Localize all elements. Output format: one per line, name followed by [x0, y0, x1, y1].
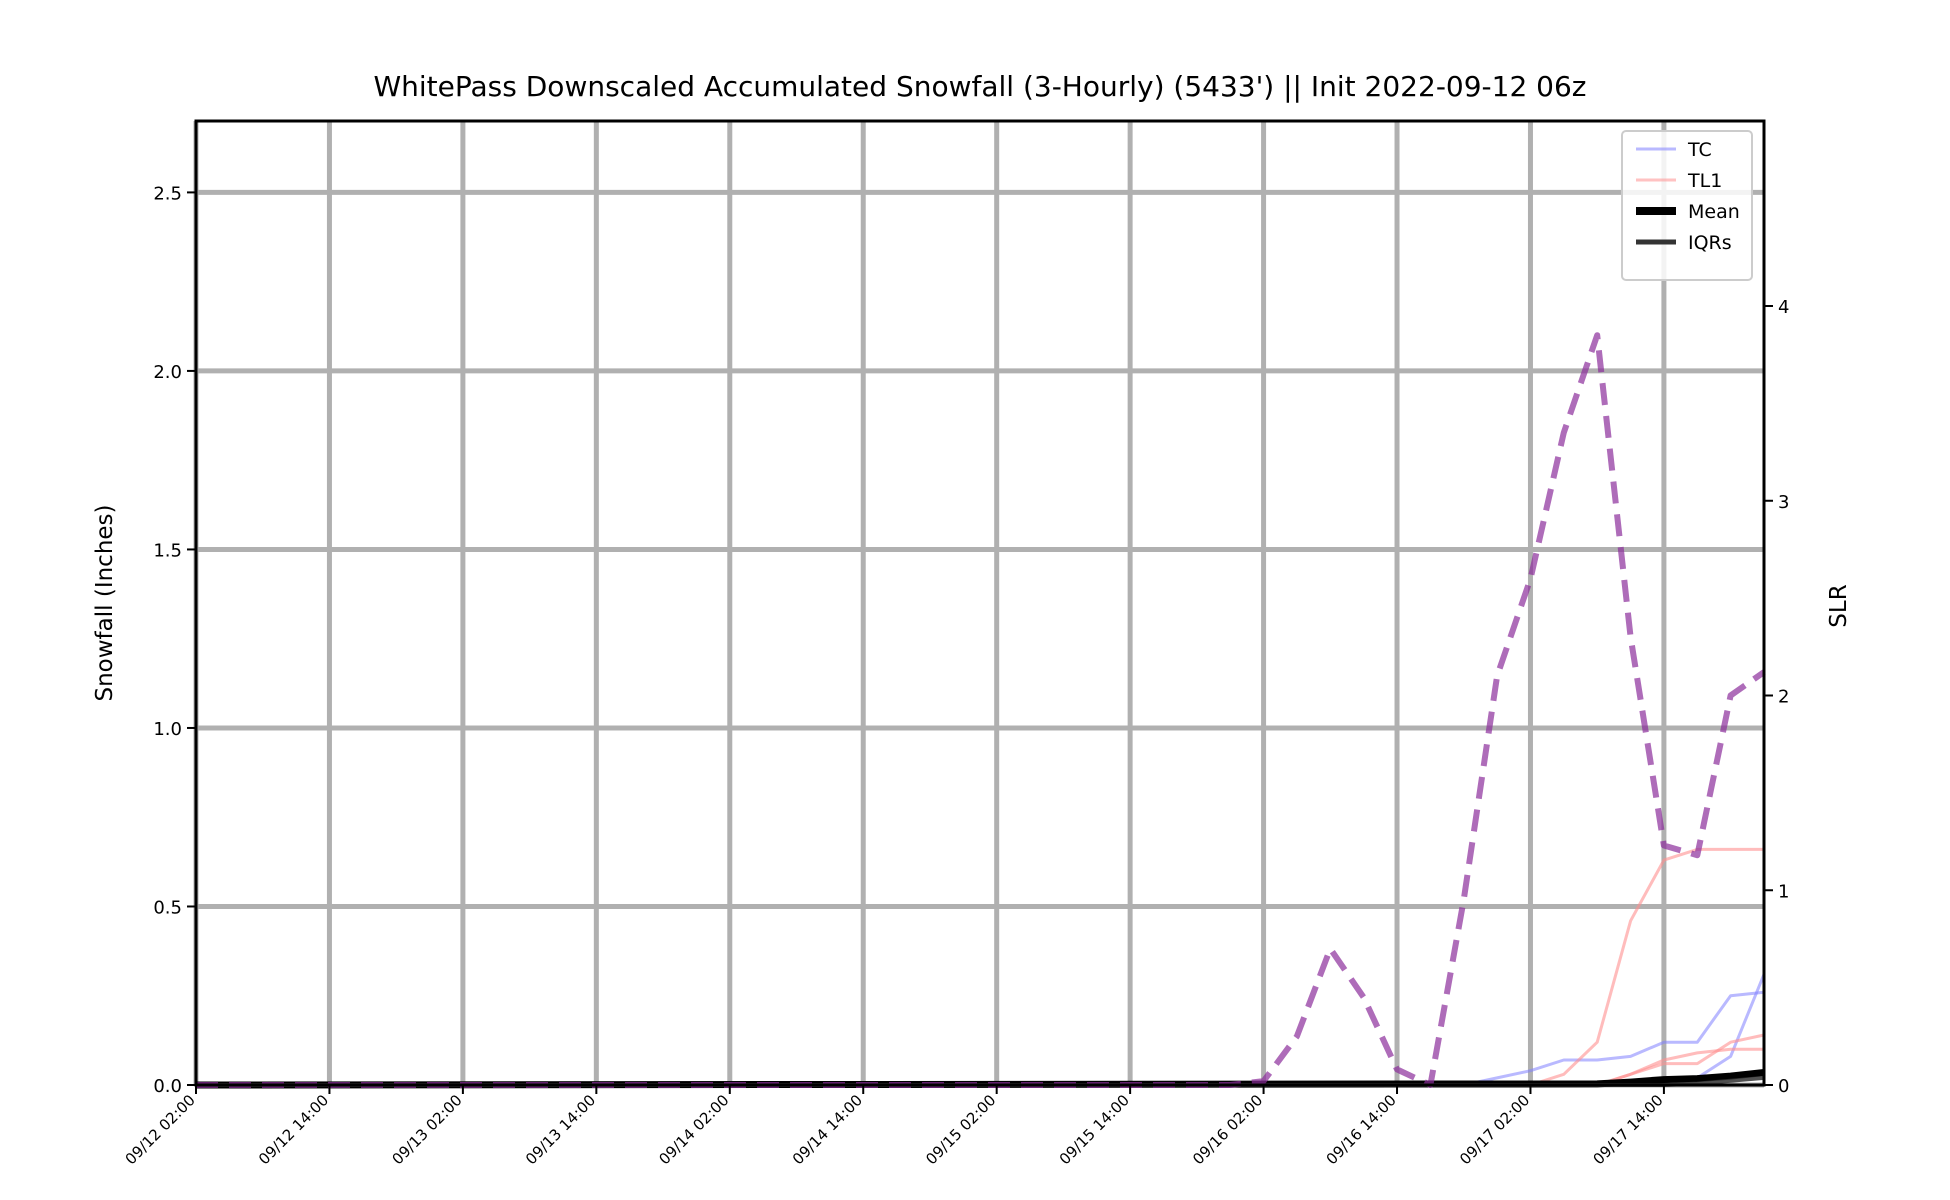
- legend-label-tl1: TL1: [1687, 170, 1722, 192]
- y-tick-label: 1.0: [153, 719, 182, 740]
- y2-axis-title: SLR: [1826, 584, 1852, 627]
- y2-tick-label: 2: [1778, 687, 1789, 708]
- y-tick-label: 0.0: [153, 1076, 182, 1097]
- x-axis: 09/12 02:00 09/12 14:00 09/13 02:00 09/13 1…: [122, 1085, 1667, 1168]
- x-tick-label: 09/16 14:00: [1323, 1091, 1400, 1168]
- y2-tick-label: 3: [1778, 492, 1789, 513]
- y-tick-label: 0.5: [153, 897, 182, 918]
- y-axis-title: Snowfall (Inches): [92, 504, 118, 701]
- x-tick-label: 09/15 02:00: [922, 1091, 999, 1168]
- x-tick-label: 09/13 02:00: [388, 1091, 465, 1168]
- y2-tick-label: 4: [1778, 297, 1789, 318]
- y2-tick-label: 1: [1778, 881, 1789, 902]
- y-tick-label: 2.5: [153, 183, 182, 204]
- x-tick-label: 09/14 02:00: [655, 1091, 732, 1168]
- series-line-series-7: [196, 332, 1766, 1088]
- x-tick-label: 09/16 02:00: [1189, 1091, 1266, 1168]
- legend-label-tc: TC: [1687, 139, 1712, 161]
- y-tick-label: 2.0: [153, 362, 182, 383]
- grid-lines: [193, 121, 1764, 1088]
- right-y-axis: 0 1 2 3 4: [1764, 297, 1789, 1097]
- x-tick-label: 09/12 14:00: [255, 1091, 332, 1168]
- legend: TC TL1 Mean IQRs: [1621, 130, 1753, 281]
- legend-label-mean: Mean: [1688, 201, 1740, 223]
- x-tick-label: 09/14 14:00: [789, 1091, 866, 1168]
- x-tick-label: 09/15 14:00: [1056, 1091, 1133, 1168]
- x-tick-label: 09/13 14:00: [522, 1091, 599, 1168]
- x-tick-label: 09/17 02:00: [1456, 1091, 1533, 1168]
- chart-title: WhitePass Downscaled Accumulated Snowfal…: [373, 70, 1586, 103]
- x-tick-label: 09/12 02:00: [122, 1091, 199, 1168]
- x-tick-label: 09/17 14:00: [1590, 1091, 1667, 1168]
- plot-frame: [194, 119, 1766, 1087]
- y-tick-label: 1.5: [153, 540, 182, 561]
- y2-tick-label: 0: [1778, 1076, 1789, 1097]
- left-y-axis: 0.0 0.5 1.0 1.5 2.0 2.5: [153, 183, 196, 1097]
- legend-label-iqrs: IQRs: [1688, 232, 1732, 254]
